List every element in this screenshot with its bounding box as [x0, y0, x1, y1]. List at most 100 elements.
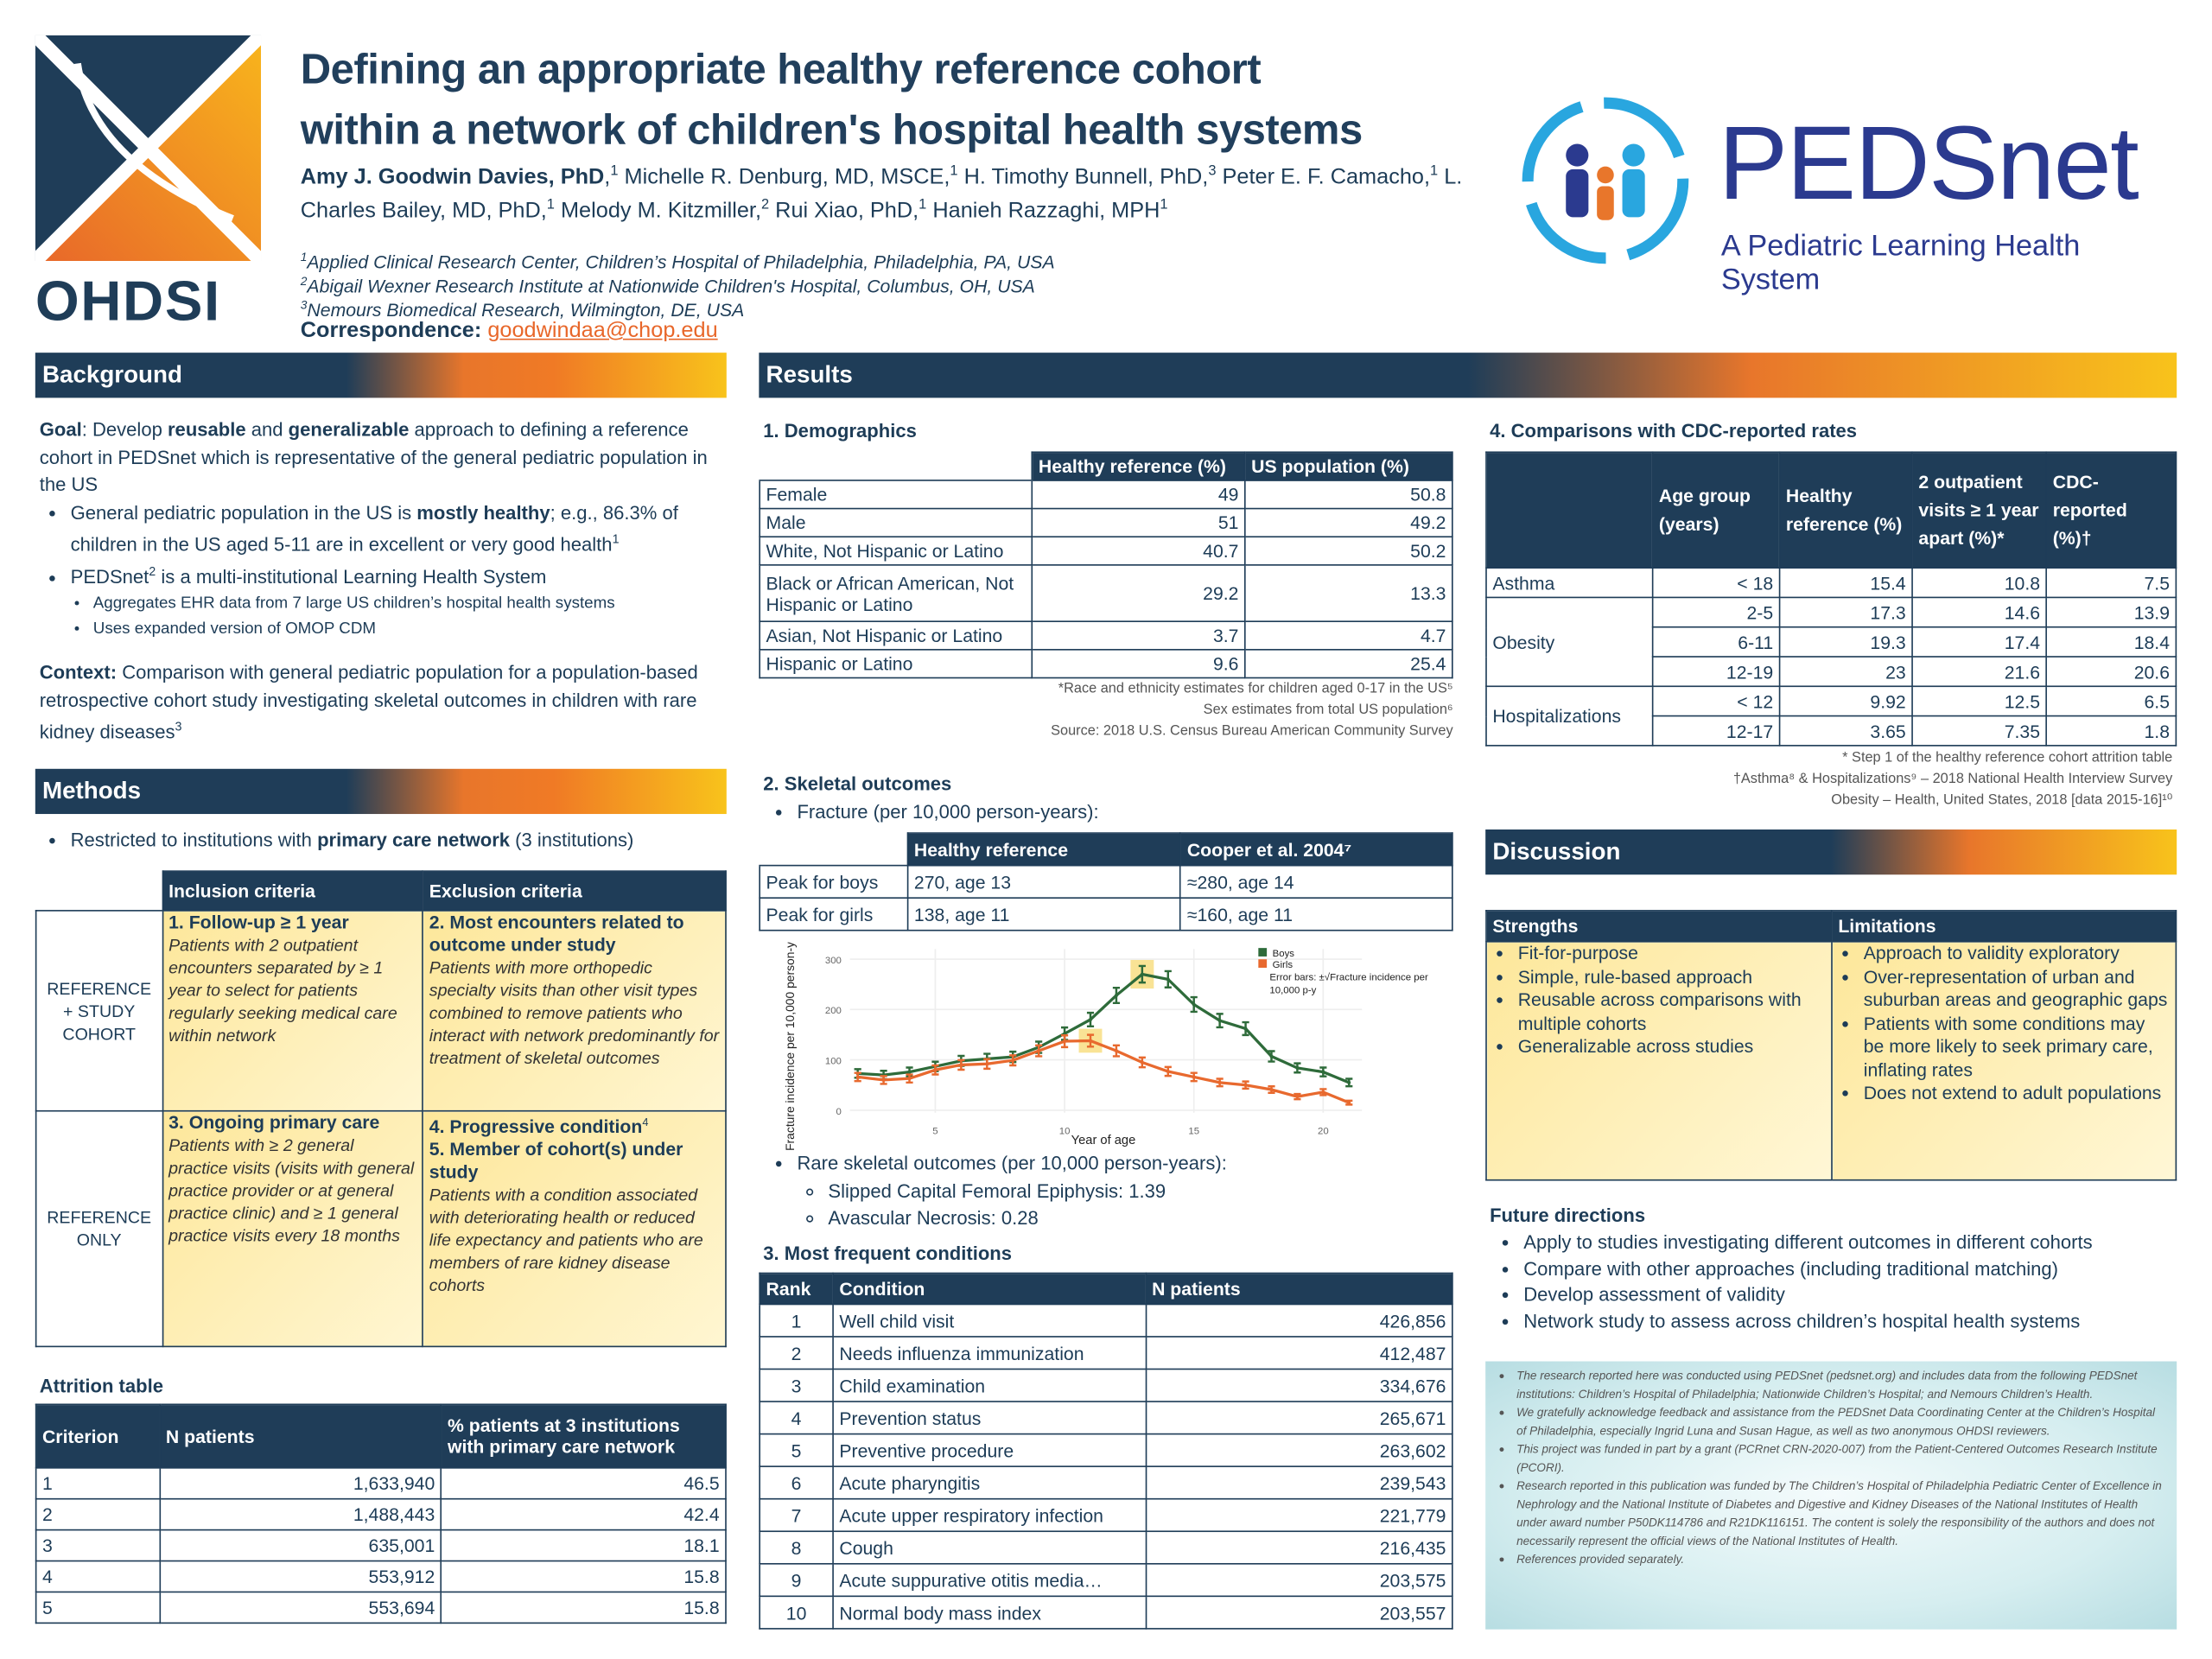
data-point: [1321, 1070, 1325, 1074]
row-label: REFERENCE ONLY: [35, 1109, 163, 1348]
table-row: 2 Needs influenza immunization 412,487: [759, 1336, 1453, 1370]
table-cell: 2: [759, 1336, 834, 1370]
table-cell: 50.2: [1243, 536, 1453, 566]
column-header: N patients: [158, 1403, 442, 1469]
table-cell: 203,557: [1144, 1595, 1453, 1630]
text-segment: 2: [760, 197, 770, 213]
attrition-title: Attrition table: [39, 1375, 163, 1397]
data-point: [907, 1077, 912, 1081]
table-cell: Prevention status: [832, 1401, 1147, 1435]
text-segment: Hanieh Razzaghi, MPH: [926, 199, 1160, 224]
text-segment: 1: [610, 163, 619, 180]
table-row: Peak for girls 138, age 11 ≈160, age 11: [759, 897, 1453, 931]
table-cell: 12.5: [1911, 685, 2048, 717]
data-point: [1243, 1083, 1248, 1087]
table-cell: 4.7: [1243, 620, 1453, 651]
table-cell: 5: [759, 1433, 834, 1467]
text-segment: is a multi-institutional Learning Health…: [156, 566, 547, 588]
x-axis-label: Year of age: [1071, 1134, 1136, 1147]
table-cell: 3: [759, 1368, 834, 1402]
limitation-item: Over-representation of urban and suburba…: [1864, 966, 2170, 1013]
data-point: [1295, 1095, 1300, 1099]
text-segment: and: [245, 418, 289, 441]
table-row: White, Not Hispanic or Latino 40.7 50.2: [759, 536, 1453, 566]
affiliation: 3Nemours Biomedical Research, Wilmington…: [300, 297, 745, 321]
conditions-title: 3. Most frequent conditions: [763, 1243, 1013, 1264]
inclusion-criterion: 1. Follow-up ≥ 1 year Patients with 2 out…: [161, 910, 424, 1112]
table-cell: 334,676: [1144, 1368, 1453, 1402]
series-line-boys: [857, 972, 1350, 1084]
conditions-table: Rank Condition N patients 1 Well child visit…: [759, 1272, 1453, 1630]
affiliation: 2Abigail Wexner Research Institute at Na…: [300, 273, 1035, 297]
table-cell: Female: [759, 480, 1033, 510]
strength-item: Reusable across comparisons with multipl…: [1518, 988, 1826, 1035]
pedsnet-tagline: A Pediatric Learning Health System: [1720, 230, 2081, 296]
affiliation: 1Applied Clinical Research Center, Child…: [300, 249, 1055, 273]
legend-swatch: [1258, 948, 1268, 957]
table-cell: 13.3: [1243, 564, 1453, 622]
legend-note: Error bars: ±√Fracture incidence per 10,…: [1269, 973, 1428, 996]
column-header: % patients at 3 institutions with primar…: [440, 1403, 727, 1469]
table-row: Obesity 2-5 17.3 14.6 13.9: [1485, 596, 2177, 688]
title-line: within a network of children's hospital …: [300, 107, 1363, 154]
table-cell: 10.8: [1911, 567, 2048, 599]
cdc-notes: * Step 1 of the healthy reference cohort…: [1732, 750, 2173, 809]
text-segment: 2: [149, 564, 156, 579]
acknowledgement-item: References provided separately.: [1516, 1550, 2165, 1568]
table-row: 6 Acute pharyngitis 239,543: [759, 1465, 1453, 1500]
text-segment: (3 institutions): [510, 829, 634, 851]
column-header: Healthy reference (%): [1031, 451, 1246, 481]
column-header: Age group (years): [1651, 451, 1781, 569]
acknowledgement-item: The research reported here was conducted…: [1516, 1367, 2165, 1403]
text-segment: 1: [1160, 197, 1168, 213]
data-point: [985, 1062, 989, 1066]
ohdsi-logo: OHDSI: [30, 30, 266, 333]
table-row: Hispanic or Latino 9.6 25.4: [759, 649, 1453, 679]
data-point: [1166, 977, 1170, 982]
correspondence-label: Correspondence:: [300, 318, 482, 343]
table-cell: Hispanic or Latino: [759, 649, 1033, 679]
exclusion-criterion: 4. Progressive condition4 5. Member of co…: [422, 1109, 727, 1348]
text-segment: 1: [546, 197, 555, 213]
column-header: 2 outpatient visits ≥ 1 year apart (%)*: [1911, 451, 2048, 569]
acknowledgements-box: The research reported here was conducted…: [1485, 1361, 2177, 1630]
table-cell: Acute pharyngitis: [832, 1465, 1147, 1500]
header-cell-empty: [760, 452, 1033, 481]
data-point: [1269, 1054, 1274, 1058]
text-segment: primary care network: [317, 829, 511, 851]
data-point: [907, 1070, 912, 1074]
strengths-list: Fit-for-purposeSimple, rule-based approa…: [1492, 943, 1825, 1059]
text-segment: 1: [918, 197, 927, 213]
table-cell: Cough: [832, 1530, 1147, 1565]
table-cell: 265,671: [1144, 1401, 1453, 1435]
table-row: 1 1,633,940 46.5: [35, 1466, 727, 1500]
rare-outcome-item: Avascular Necrosis: 0.28: [828, 1205, 1474, 1232]
legend-swatch: [1258, 959, 1268, 968]
inclusion-header: Inclusion criteria: [161, 870, 424, 912]
table-cell: 20.6: [2045, 656, 2177, 688]
discussion-heading: Discussion: [1485, 829, 2177, 875]
table-cell: White, Not Hispanic or Latino: [759, 536, 1033, 566]
text-segment: Melody M. Kitzmiller,: [554, 199, 761, 224]
fracture-bullet: Fracture (per 10,000 person-years):: [797, 798, 1098, 826]
ohdsi-logo-text: OHDSI: [35, 270, 221, 334]
header-row: Criterion N patients% patients at 3 insti…: [35, 1403, 727, 1469]
strengths-header: Strengths: [1485, 910, 1833, 943]
table-cell: 49: [1031, 480, 1246, 510]
table-cell: Peak for girls: [759, 897, 909, 931]
table-cell: 6-11: [1651, 626, 1781, 658]
table-row: 4 Prevention status 265,671: [759, 1401, 1453, 1435]
future-direction-item: Develop assessment of validity: [1523, 1282, 2208, 1308]
table-cell: 203,575: [1144, 1562, 1453, 1598]
table-cell: 21.6: [1911, 656, 2048, 688]
table-row: 5 Preventive procedure 263,602: [759, 1433, 1453, 1467]
rare-outcome-item: Slipped Capital Femoral Epiphysis: 1.39: [828, 1177, 1474, 1205]
table-cell: 51: [1031, 507, 1246, 538]
series-line-girls: [857, 1039, 1350, 1104]
future-direction-item: Compare with other approaches (including…: [1523, 1256, 2208, 1282]
table-cell: 4: [35, 1560, 161, 1593]
correspondence-email-link[interactable]: goodwindaa@chop.edu: [487, 318, 718, 343]
table-row: Peak for boys 270, age 13 ≈280, age 14: [759, 864, 1453, 899]
results-heading: Results: [759, 353, 2177, 398]
column-header: [1485, 451, 1654, 569]
